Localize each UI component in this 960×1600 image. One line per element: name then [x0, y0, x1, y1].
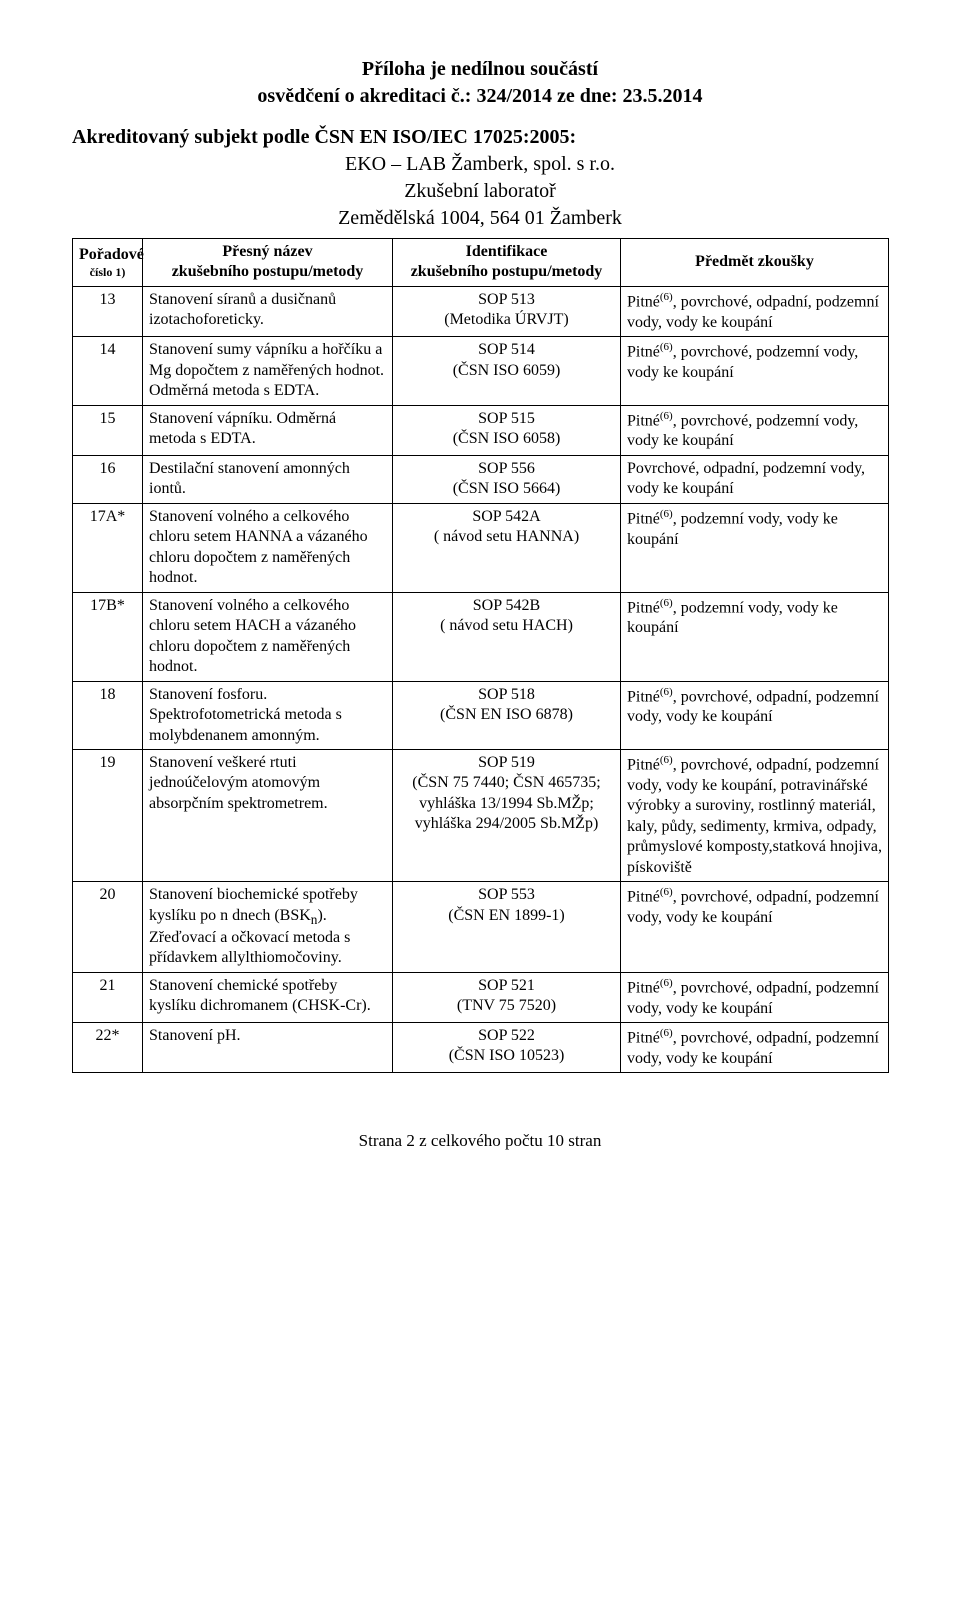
cell-subject: Pitné(6), podzemní vody, vody ke koupání	[621, 592, 889, 681]
table-row: 13Stanovení síranů a dusičnanů izotachof…	[73, 286, 889, 336]
cell-ordinal: 16	[73, 455, 143, 503]
page: Příloha je nedílnou součástí osvědčení o…	[0, 0, 960, 1191]
cell-ordinal: 17A*	[73, 503, 143, 592]
sop-code: SOP 518	[399, 685, 614, 705]
col-ordinal-l1: Pořadové	[79, 245, 136, 265]
table-row: 16Destilační stanovení amonných iontů.SO…	[73, 455, 889, 503]
cell-identification: SOP 514(ČSN ISO 6059)	[393, 337, 621, 405]
col-method-name: Přesný název zkušebního postupu/metody	[143, 239, 393, 287]
accredited-subject-line: Akreditovaný subjekt podle ČSN EN ISO/IE…	[72, 124, 888, 151]
standard-reference: (ČSN EN 1899-1)	[399, 906, 614, 926]
cell-method-name: Stanovení volného a celkového chloru set…	[143, 592, 393, 681]
table-body: 13Stanovení síranů a dusičnanů izotachof…	[73, 286, 889, 1072]
cell-method-name: Stanovení volného a celkového chloru set…	[143, 503, 393, 592]
cell-subject: Pitné(6), podzemní vody, vody ke koupání	[621, 503, 889, 592]
cell-identification: SOP 513(Metodika ÚRVJT)	[393, 286, 621, 336]
cell-method-name: Stanovení pH.	[143, 1023, 393, 1073]
cell-ordinal: 18	[73, 681, 143, 749]
cell-identification: SOP 542A( návod setu HANNA)	[393, 503, 621, 592]
cell-method-name: Destilační stanovení amonných iontů.	[143, 455, 393, 503]
table-row: 19Stanovení veškeré rtuti jednoúčelovým …	[73, 749, 889, 881]
cell-method-name: Stanovení veškeré rtuti jednoúčelovým at…	[143, 749, 393, 881]
col-ordinal-l2: číslo 1)	[79, 265, 136, 280]
cell-method-name: Stanovení vápníku. Odměrná metoda s EDTA…	[143, 405, 393, 455]
cell-subject: Pitné(6), povrchové, odpadní, podzemní v…	[621, 749, 889, 881]
table-row: 15 Stanovení vápníku. Odměrná metoda s E…	[73, 405, 889, 455]
col-name-l2: zkušebního postupu/metody	[172, 263, 364, 280]
table-row: 17A*Stanovení volného a celkového chloru…	[73, 503, 889, 592]
cell-ordinal: 13	[73, 286, 143, 336]
org-name: EKO – LAB Žamberk, spol. s r.o.	[72, 151, 888, 178]
cell-subject: Pitné(6), povrchové, odpadní, podzemní v…	[621, 882, 889, 973]
cell-method-name: Stanovení sumy vápníku a hořčíku a Mg do…	[143, 337, 393, 405]
cell-subject: Pitné(6), povrchové, podzemní vody, vody…	[621, 337, 889, 405]
cell-ordinal: 19	[73, 749, 143, 881]
cell-method-name: Stanovení biochemické spotřeby kyslíku p…	[143, 882, 393, 973]
sop-code: SOP 553	[399, 885, 614, 905]
sop-code: SOP 542B	[399, 596, 614, 616]
col-name-l1: Přesný název	[222, 243, 312, 260]
standard-reference: (ČSN ISO 10523)	[399, 1046, 614, 1066]
cell-ordinal: 20	[73, 882, 143, 973]
sop-code: SOP 522	[399, 1026, 614, 1046]
standard-reference: (ČSN ISO 6059)	[399, 361, 614, 381]
sop-code: SOP 556	[399, 459, 614, 479]
sop-code: SOP 513	[399, 290, 614, 310]
certificate-line: osvědčení o akreditaci č.: 324/2014 ze d…	[72, 83, 888, 110]
cell-subject: Pitné(6), povrchové, odpadní, podzemní v…	[621, 681, 889, 749]
cell-subject: Pitné(6), povrchové, odpadní, podzemní v…	[621, 286, 889, 336]
sop-code: SOP 521	[399, 976, 614, 996]
col-subject: Předmět zkoušky	[621, 239, 889, 287]
sop-code: SOP 515	[399, 409, 614, 429]
cell-identification: SOP 553(ČSN EN 1899-1)	[393, 882, 621, 973]
cell-identification: SOP 515(ČSN ISO 6058)	[393, 405, 621, 455]
cell-ordinal: 22*	[73, 1023, 143, 1073]
table-row: 18Stanovení fosforu. Spektrofotometrická…	[73, 681, 889, 749]
cell-method-name: Stanovení síranů a dusičnanů izotachofor…	[143, 286, 393, 336]
standard-reference: (ČSN ISO 6058)	[399, 429, 614, 449]
cell-identification: SOP 518(ČSN EN ISO 6878)	[393, 681, 621, 749]
table-row: 14Stanovení sumy vápníku a hořčíku a Mg …	[73, 337, 889, 405]
sop-code: SOP 514	[399, 340, 614, 360]
sop-code: SOP 519	[399, 753, 614, 773]
cell-method-name: Stanovení chemické spotřeby kyslíku dich…	[143, 972, 393, 1022]
sop-code: SOP 542A	[399, 507, 614, 527]
standard-reference: ( návod setu HACH)	[399, 616, 614, 636]
standard-reference: ( návod setu HANNA)	[399, 527, 614, 547]
cell-identification: SOP 542B( návod setu HACH)	[393, 592, 621, 681]
cell-subject: Pitné(6), povrchové, odpadní, podzemní v…	[621, 1023, 889, 1073]
standard-reference: (ČSN ISO 5664)	[399, 479, 614, 499]
methods-table: Pořadové číslo 1) Přesný název zkušebníh…	[72, 238, 889, 1073]
org-address: Zemědělská 1004, 564 01 Žamberk	[72, 205, 888, 232]
cell-identification: SOP 521(TNV 75 7520)	[393, 972, 621, 1022]
table-row: 20Stanovení biochemické spotřeby kyslíku…	[73, 882, 889, 973]
cell-identification: SOP 556(ČSN ISO 5664)	[393, 455, 621, 503]
col-identification: Identifikace zkušebního postupu/metody	[393, 239, 621, 287]
page-footer: Strana 2 z celkového počtu 10 stran	[72, 1131, 888, 1151]
attachment-line: Příloha je nedílnou součástí	[72, 56, 888, 83]
org-lab: Zkušební laboratoř	[72, 178, 888, 205]
col-ident-l2: zkušebního postupu/metody	[411, 263, 603, 280]
standard-reference: (ČSN EN ISO 6878)	[399, 705, 614, 725]
cell-subject: Pitné(6), povrchové, odpadní, podzemní v…	[621, 972, 889, 1022]
cell-method-name: Stanovení fosforu. Spektrofotometrická m…	[143, 681, 393, 749]
table-header-row: Pořadové číslo 1) Přesný název zkušebníh…	[73, 239, 889, 287]
cell-identification: SOP 522(ČSN ISO 10523)	[393, 1023, 621, 1073]
cell-subject: Povrchové, odpadní, podzemní vody, vody …	[621, 455, 889, 503]
table-row: 17B*Stanovení volného a celkového chloru…	[73, 592, 889, 681]
cell-subject: Pitné(6), povrchové, podzemní vody, vody…	[621, 405, 889, 455]
col-ident-l1: Identifikace	[466, 243, 548, 260]
cell-ordinal: 14	[73, 337, 143, 405]
cell-ordinal: 17B*	[73, 592, 143, 681]
col-ordinal: Pořadové číslo 1)	[73, 239, 143, 287]
standard-reference: (Metodika ÚRVJT)	[399, 310, 614, 330]
standard-reference: (TNV 75 7520)	[399, 996, 614, 1016]
cell-ordinal: 21	[73, 972, 143, 1022]
table-row: 22*Stanovení pH.SOP 522(ČSN ISO 10523)Pi…	[73, 1023, 889, 1073]
cell-ordinal: 15	[73, 405, 143, 455]
table-row: 21Stanovení chemické spotřeby kyslíku di…	[73, 972, 889, 1022]
standard-reference: (ČSN 75 7440; ČSN 465735; vyhláška 13/19…	[399, 773, 614, 834]
cell-identification: SOP 519(ČSN 75 7440; ČSN 465735; vyhlášk…	[393, 749, 621, 881]
